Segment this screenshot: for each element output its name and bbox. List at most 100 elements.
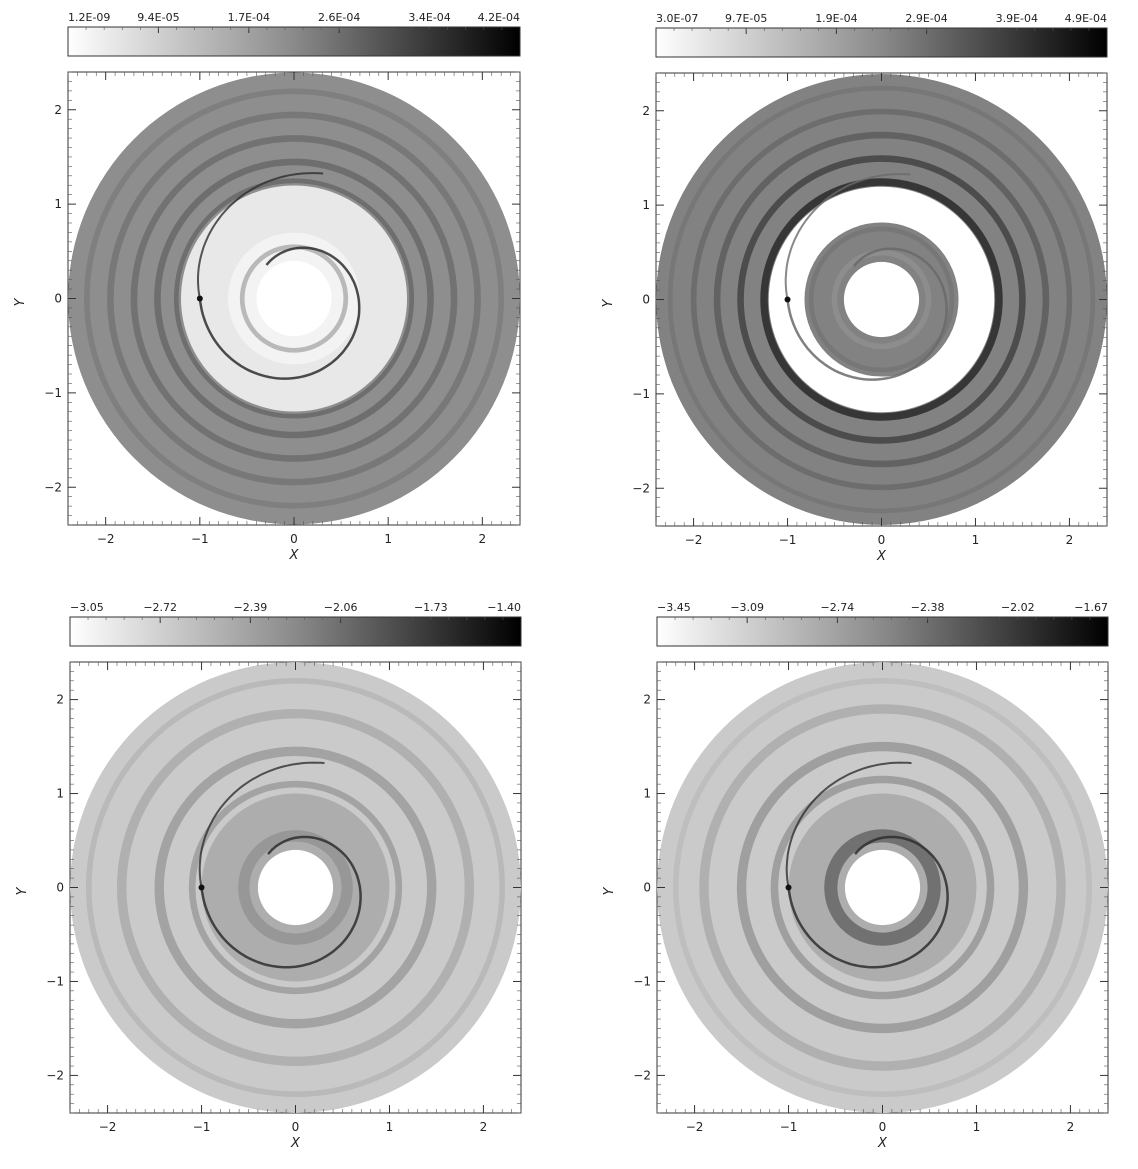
colorbar-tick-label: −2.74 — [821, 601, 855, 614]
y-tick-label: −2 — [633, 1068, 651, 1082]
y-tick-label: 1 — [642, 198, 650, 212]
spiral-wake-inner — [787, 835, 949, 969]
x-tick-label: 2 — [1066, 533, 1074, 547]
x-tick-label: −1 — [193, 1120, 211, 1134]
ring-band — [736, 741, 1029, 1034]
y-tick-label: −2 — [44, 480, 62, 494]
ring-band — [699, 704, 1066, 1071]
colorbar-tick-label: −2.38 — [911, 601, 945, 614]
colorbar-tick-label: 3.4E-04 — [408, 11, 450, 24]
x-tick-label: 0 — [879, 1120, 887, 1134]
colorbar-tick-label: −2.06 — [324, 601, 358, 614]
y-tick-label: 2 — [54, 103, 62, 117]
planet-marker — [785, 884, 792, 891]
ring-band — [672, 677, 1093, 1098]
spiral-wake-outer — [197, 172, 324, 299]
panel-top-right: 3.0E-07 9.7E-05 1.9E-04 2.9E-04 3.9E-04 4.9E-… — [601, 12, 1108, 564]
spiral-wake-inner — [786, 247, 948, 381]
colorbar-tick-label: 2.9E-04 — [905, 12, 947, 25]
x-tick-label: 0 — [290, 532, 298, 546]
y-tick-label: −2 — [46, 1068, 64, 1082]
spiral-wake-inner — [200, 835, 362, 969]
x-tick-label: 2 — [479, 532, 487, 546]
planet-marker — [196, 295, 203, 302]
x-tick-label: 0 — [292, 1120, 300, 1134]
y-tick-label: 0 — [642, 293, 650, 307]
x-axis-label: X — [877, 1136, 888, 1151]
x-axis-label: X — [289, 548, 300, 563]
y-tick-label: −2 — [632, 481, 650, 495]
x-tick-label: 1 — [972, 533, 980, 547]
spiral-wake-outer — [784, 173, 911, 300]
colorbar-tick-label: 9.7E-05 — [725, 12, 767, 25]
colorbar-tick-label: 1.2E-09 — [68, 11, 110, 24]
ring-band — [824, 829, 941, 946]
ring-band — [130, 135, 458, 462]
colorbar-tick-label: −3.05 — [70, 601, 104, 614]
y-tick-label: −1 — [632, 387, 650, 401]
colorbar — [69, 616, 522, 647]
ring-band — [808, 226, 955, 373]
ring-band — [737, 155, 1026, 444]
y-tick-label: 2 — [642, 104, 650, 118]
x-tick-label: −1 — [191, 532, 209, 546]
ring-band — [667, 85, 1096, 514]
y-tick-label: 0 — [54, 292, 62, 306]
y-axis-label: Y — [13, 297, 28, 306]
planet-marker — [198, 884, 205, 891]
colorbar-tick-label: 3.0E-07 — [656, 12, 698, 25]
colorbar — [656, 616, 1109, 647]
inner-hole — [843, 261, 920, 338]
ring-band — [188, 780, 403, 995]
colorbar-tick-label: −1.73 — [414, 601, 448, 614]
x-tick-label: 2 — [480, 1120, 488, 1134]
y-tick-label: 2 — [643, 693, 651, 707]
panel-bottom-right: −3.45 −3.09 −2.74 −2.38 −2.02 −1.67 −2 −1 0 1 2 2 1 0… — [602, 601, 1109, 1151]
x-tick-label: 1 — [386, 1120, 394, 1134]
y-tick-label: −1 — [46, 974, 64, 988]
x-axis-label: X — [876, 549, 887, 564]
ring-band — [770, 775, 995, 1000]
x-tick-label: −2 — [686, 1120, 704, 1134]
x-tick-label: 1 — [973, 1120, 981, 1134]
planet-marker — [784, 296, 791, 303]
colorbar-tick-label: −2.39 — [234, 601, 268, 614]
x-tick-label: −2 — [685, 533, 703, 547]
disk — [657, 662, 1108, 1113]
panel-bottom-left: −3.05 −2.72 −2.39 −2.06 −1.73 −1.40 −2 −1 0 1 2 2 1 0… — [15, 601, 522, 1151]
y-tick-label: 2 — [56, 693, 64, 707]
colorbar-tick-label: −1.67 — [1074, 601, 1108, 614]
x-tick-label: −1 — [780, 1120, 798, 1134]
ring-band — [173, 178, 415, 419]
ring-band — [713, 131, 1050, 468]
y-tick-label: 1 — [54, 197, 62, 211]
y-tick-label: 1 — [56, 787, 64, 801]
ring-band — [760, 178, 1003, 421]
spiral-wake-outer — [198, 761, 325, 888]
ring-band — [116, 708, 475, 1067]
colorbar-tick-label: 9.4E-05 — [137, 11, 179, 24]
colorbar-tick-label: −2.02 — [1001, 601, 1035, 614]
colorbar-tick-label: −1.40 — [487, 601, 521, 614]
colorbar — [67, 26, 521, 57]
colorbar-tick-label: 1.9E-04 — [815, 12, 857, 25]
colorbar-tick-label: −2.72 — [143, 601, 177, 614]
ring-band — [84, 88, 504, 509]
ring-band — [154, 746, 437, 1029]
ring-band — [831, 249, 932, 350]
x-tick-label: 2 — [1067, 1120, 1075, 1134]
ring-band — [238, 830, 353, 945]
x-axis-label: X — [290, 1136, 301, 1151]
y-axis-label: Y — [602, 886, 617, 895]
y-tick-label: −1 — [44, 386, 62, 400]
colorbar-tick-label: −3.45 — [657, 601, 691, 614]
colorbar — [655, 27, 1108, 58]
colorbar-tick-label: 4.9E-04 — [1065, 12, 1107, 25]
x-tick-label: 0 — [878, 533, 886, 547]
disk — [656, 74, 1107, 525]
x-tick-label: 1 — [384, 532, 392, 546]
x-tick-label: −2 — [97, 532, 115, 546]
colorbar-tick-label: 1.7E-04 — [228, 11, 270, 24]
inner-hole — [257, 849, 334, 926]
